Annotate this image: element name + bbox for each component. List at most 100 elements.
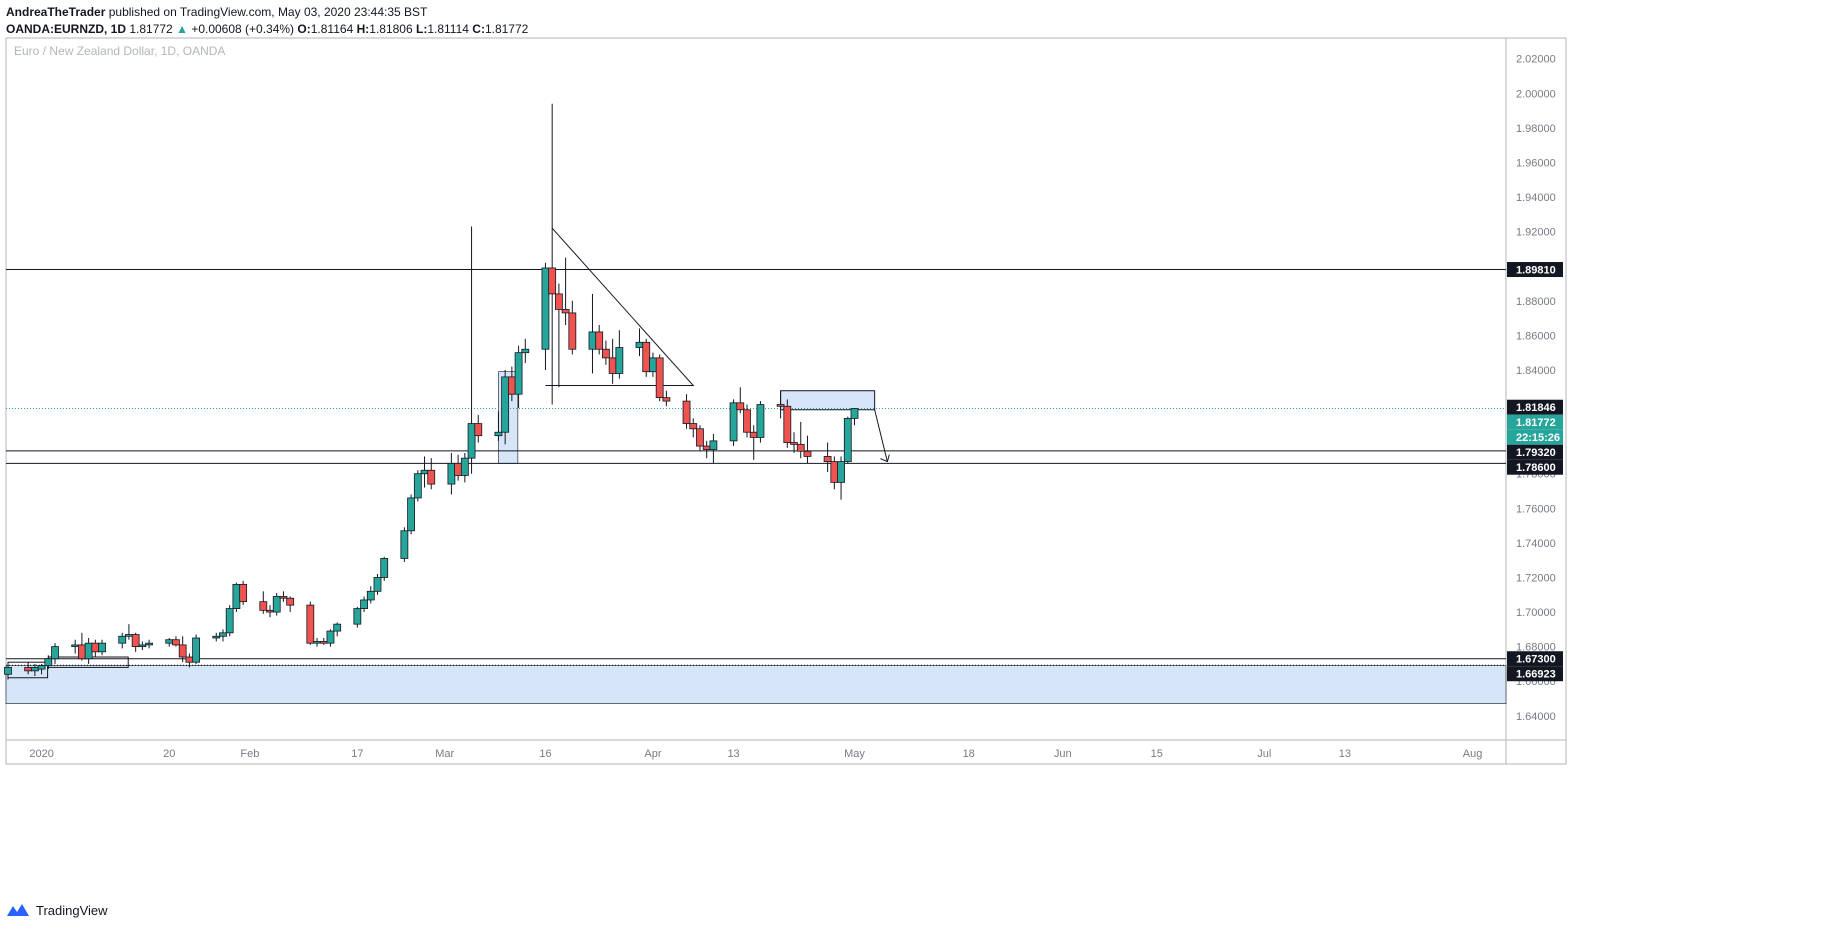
candle-body — [554, 293, 563, 310]
price-label-box — [1507, 651, 1563, 667]
candle-body — [380, 558, 389, 578]
high-label: H: — [356, 22, 370, 36]
candle-body — [501, 376, 510, 433]
price-label: 1.81772 — [1516, 417, 1556, 429]
x-tick-label: 2020 — [29, 748, 53, 760]
low-value: 1.81114 — [427, 22, 469, 36]
x-tick-label: Aug — [1463, 748, 1483, 760]
candle-body — [642, 341, 651, 373]
candle-body — [602, 348, 610, 359]
candle-body — [118, 635, 127, 644]
candle-body — [272, 596, 281, 613]
candle-body — [823, 456, 832, 463]
candle-body — [702, 445, 711, 450]
symbol-label: OANDA:EURNZD, 1D — [6, 22, 126, 36]
candle-body — [165, 639, 174, 644]
chart-title: Euro / New Zealand Dollar, 1D, OANDA — [14, 44, 225, 58]
publish-info: published on TradingView.com, May 03, 20… — [108, 5, 428, 19]
candle-body — [225, 608, 234, 634]
candle-body — [313, 641, 321, 644]
candle-body — [507, 376, 516, 395]
y-tick-label: 2.02000 — [1516, 54, 1556, 66]
candle-body — [776, 404, 785, 407]
x-tick-label: 15 — [1151, 748, 1163, 760]
price-label: 1.78600 — [1516, 462, 1556, 474]
y-tick-label: 1.64000 — [1516, 711, 1556, 723]
candle-body — [682, 400, 691, 424]
price-label: 1.67300 — [1516, 654, 1556, 666]
candle-body — [541, 267, 550, 350]
price-label: 22:15:26 — [1516, 432, 1560, 444]
candle-body — [595, 331, 604, 350]
high-value: 1.81806 — [369, 22, 413, 36]
candle-body — [125, 634, 133, 637]
candle-body — [279, 596, 288, 599]
candle-body — [84, 642, 93, 660]
candle-body — [454, 462, 463, 476]
candle-body — [736, 402, 745, 411]
candle-body — [743, 409, 751, 433]
candle-body — [37, 665, 46, 670]
candle-body — [850, 408, 859, 419]
price-label: 1.66923 — [1516, 669, 1556, 681]
x-tick-label: 16 — [539, 748, 551, 760]
ohlc-line: OANDA:EURNZD, 1D 1.81772 ▲ +0.00608 (+0.… — [6, 21, 528, 38]
y-tick-label: 1.76000 — [1516, 503, 1556, 515]
last-price: 1.81772 — [129, 22, 173, 36]
candle-body — [568, 312, 577, 350]
candle-body — [306, 604, 315, 644]
author-name[interactable]: AndreaTheTrader — [6, 5, 106, 19]
candle-body — [615, 347, 624, 374]
x-tick-label: 17 — [351, 748, 363, 760]
chart-header: AndreaTheTrader published on TradingView… — [6, 4, 528, 40]
candle-body — [366, 590, 375, 601]
candle-body — [783, 405, 792, 444]
candle-body — [689, 423, 698, 430]
price-label: 1.79320 — [1516, 447, 1556, 459]
y-tick-label: 2.00000 — [1516, 88, 1556, 100]
candle-body — [803, 450, 812, 457]
candle-body — [192, 637, 201, 663]
y-tick-label: 1.68000 — [1516, 642, 1556, 654]
demand-zone — [5, 665, 1507, 704]
candle-body — [232, 583, 241, 609]
candle-body — [400, 530, 409, 559]
candle-body — [837, 461, 845, 483]
candle-body — [24, 666, 33, 672]
candle-body — [98, 642, 106, 653]
candle-body — [212, 635, 221, 639]
candle-body — [655, 357, 664, 399]
price-label: 1.81846 — [1516, 402, 1556, 414]
candle-body — [460, 457, 469, 476]
candle-body — [427, 469, 436, 485]
publish-line: AndreaTheTrader published on TradingView… — [6, 4, 528, 21]
candle-body — [588, 331, 597, 350]
candle-body — [756, 404, 765, 438]
candle-body — [178, 644, 187, 658]
candle-body — [219, 632, 227, 637]
candle-body — [474, 423, 483, 437]
price-label-box — [1507, 444, 1563, 460]
footer-brand[interactable]: TradingView — [36, 902, 108, 918]
x-tick-label: 18 — [963, 748, 975, 760]
open-value: 1.81164 — [310, 22, 354, 36]
candle-body — [51, 646, 59, 660]
candle-body — [514, 352, 523, 395]
price-label-box — [1507, 414, 1563, 430]
y-tick-label: 1.72000 — [1516, 572, 1556, 584]
candle-body — [649, 357, 657, 373]
x-tick-label: 20 — [163, 748, 175, 760]
price-label: 1.89810 — [1516, 265, 1556, 277]
y-tick-label: 1.98000 — [1516, 123, 1556, 135]
footer: TradingView — [6, 902, 108, 918]
candle-body — [830, 461, 839, 483]
y-tick-label: 1.92000 — [1516, 227, 1556, 239]
candle-body — [185, 656, 194, 663]
candle-body — [413, 473, 422, 499]
candle-body — [91, 642, 100, 653]
candle-body — [790, 442, 798, 445]
tradingview-logo-icon — [7, 904, 29, 916]
close-label: C: — [472, 22, 485, 36]
x-tick-label: Feb — [240, 748, 259, 760]
